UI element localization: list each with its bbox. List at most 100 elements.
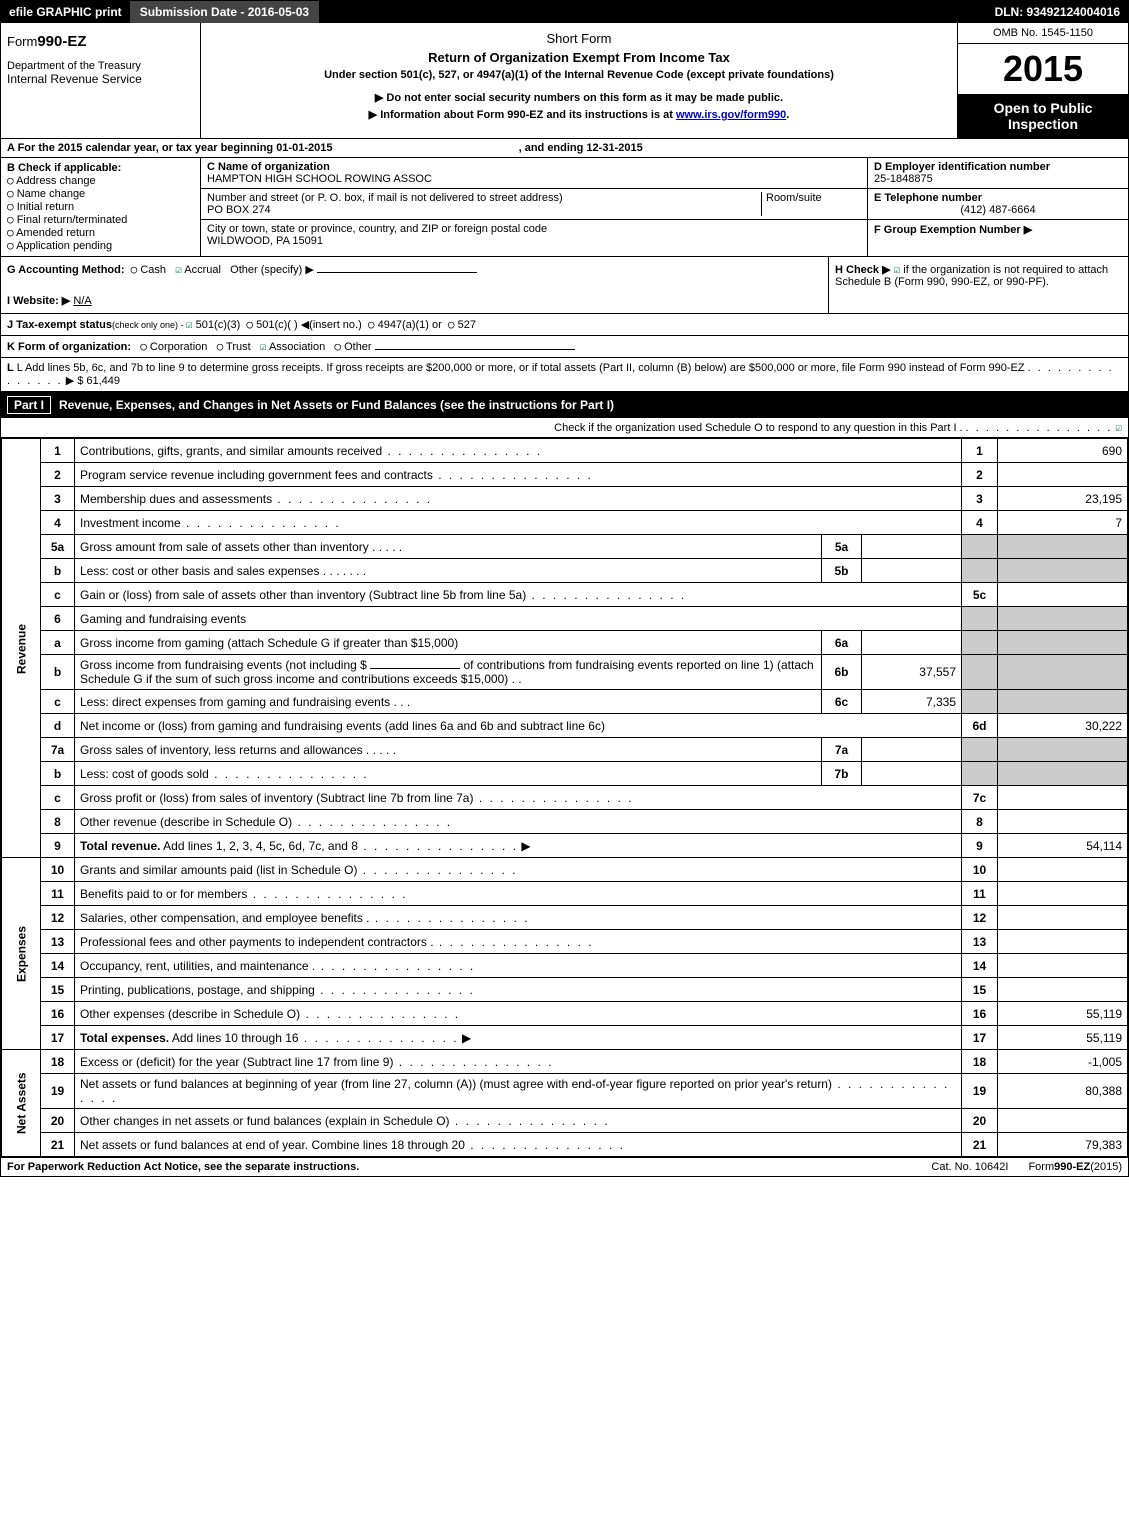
table-row: c Gain or (loss) from sale of assets oth… bbox=[2, 583, 1128, 607]
g-label: G Accounting Method: bbox=[7, 264, 125, 276]
e-tel-label: E Telephone number bbox=[874, 192, 982, 204]
c-city-label: City or town, state or province, country… bbox=[207, 223, 547, 235]
val-5a bbox=[862, 535, 962, 559]
line-i: I Website: ▶ N/A bbox=[7, 294, 822, 307]
col-def: D Employer identification number 25-1848… bbox=[868, 158, 1128, 256]
table-row: 7a Gross sales of inventory, less return… bbox=[2, 738, 1128, 762]
topbar-spacer bbox=[319, 1, 986, 23]
open-to-public: Open to Public Inspection bbox=[958, 94, 1128, 138]
val-14 bbox=[998, 954, 1128, 978]
footer-catno: Cat. No. 10642I bbox=[911, 1161, 1028, 1173]
f-group-label: F Group Exemption Number ▶ bbox=[874, 224, 1032, 236]
val-3: 23,195 bbox=[998, 487, 1128, 511]
line-j: J Tax-exempt status(check only one) - ☑ … bbox=[1, 314, 1128, 336]
form990-link[interactable]: www.irs.gov/form990 bbox=[676, 109, 786, 121]
table-row: 5a Gross amount from sale of assets othe… bbox=[2, 535, 1128, 559]
6b-blank[interactable] bbox=[370, 668, 460, 669]
section-bcdef: B Check if applicable: ○ Address change … bbox=[1, 158, 1128, 257]
chk-amended-return[interactable]: ○ Amended return bbox=[7, 226, 194, 239]
table-row: 3 Membership dues and assessments 3 23,1… bbox=[2, 487, 1128, 511]
table-row: c Less: direct expenses from gaming and … bbox=[2, 690, 1128, 714]
line-a: A For the 2015 calendar year, or tax yea… bbox=[1, 139, 1128, 158]
val-8 bbox=[998, 810, 1128, 834]
val-16: 55,119 bbox=[998, 1002, 1128, 1026]
top-bar: efile GRAPHIC print Submission Date - 20… bbox=[1, 1, 1128, 23]
table-row: 14 Occupancy, rent, utilities, and maint… bbox=[2, 954, 1128, 978]
dept-treasury: Department of the Treasury bbox=[7, 60, 194, 72]
section-ghi: G Accounting Method: ○ Cash ☑ Accrual Ot… bbox=[1, 257, 1128, 314]
lines-table: Revenue 1 Contributions, gifts, grants, … bbox=[1, 438, 1128, 1157]
d-ein: D Employer identification number 25-1848… bbox=[868, 158, 1128, 189]
table-row: 13 Professional fees and other payments … bbox=[2, 930, 1128, 954]
h-prefix: H Check ▶ bbox=[835, 264, 894, 276]
open-label: Open to Public bbox=[994, 100, 1093, 116]
line-k: K Form of organization: ○ Corporation ○ … bbox=[1, 336, 1128, 358]
website-value: N/A bbox=[73, 295, 91, 307]
efile-print-label[interactable]: efile GRAPHIC print bbox=[1, 1, 130, 23]
table-row: b Gross income from fundraising events (… bbox=[2, 655, 1128, 690]
d-ein-label: D Employer identification number bbox=[874, 161, 1050, 173]
chk-h[interactable]: ☑ bbox=[894, 263, 901, 276]
val-19: 80,388 bbox=[998, 1074, 1128, 1109]
table-row: d Net income or (loss) from gaming and f… bbox=[2, 714, 1128, 738]
chk-501c[interactable]: ○ bbox=[246, 318, 253, 331]
val-18: -1,005 bbox=[998, 1050, 1128, 1074]
page-footer: For Paperwork Reduction Act Notice, see … bbox=[1, 1157, 1128, 1176]
chk-accrual[interactable]: ☑ bbox=[175, 263, 182, 276]
e-tel: E Telephone number (412) 487-6664 bbox=[868, 189, 1128, 220]
table-row: 17 Total expenses. Add lines 10 through … bbox=[2, 1026, 1128, 1050]
val-17: 55,119 bbox=[998, 1026, 1128, 1050]
ein-value: 25-1848875 bbox=[874, 173, 933, 185]
part-i-check-text: Check if the organization used Schedule … bbox=[554, 422, 962, 434]
chk-name-change[interactable]: ○ Name change bbox=[7, 187, 194, 200]
val-10 bbox=[998, 858, 1128, 882]
side-revenue: Revenue bbox=[2, 439, 41, 858]
chk-assoc[interactable]: ☑ bbox=[260, 340, 267, 353]
part-i-title: Revenue, Expenses, and Changes in Net As… bbox=[59, 398, 614, 412]
tel-value: (412) 487-6664 bbox=[874, 204, 1122, 216]
under-section: Under section 501(c), 527, or 4947(a)(1)… bbox=[207, 67, 951, 83]
chk-final-return[interactable]: ○ Final return/terminated bbox=[7, 213, 194, 226]
org-name: HAMPTON HIGH SCHOOL ROWING ASSOC bbox=[207, 173, 432, 185]
line-l: L L Add lines 5b, 6c, and 7b to line 9 t… bbox=[1, 358, 1128, 392]
col-c: C Name of organization HAMPTON HIGH SCHO… bbox=[201, 158, 868, 256]
table-row: 15 Printing, publications, postage, and … bbox=[2, 978, 1128, 1002]
chk-schedule-o[interactable]: ☑ bbox=[1115, 421, 1122, 434]
table-row: 8 Other revenue (describe in Schedule O)… bbox=[2, 810, 1128, 834]
val-9: 54,114 bbox=[998, 834, 1128, 858]
form-number-val: 990-EZ bbox=[37, 33, 86, 50]
c-name-cell: C Name of organization HAMPTON HIGH SCHO… bbox=[201, 158, 867, 189]
chk-application-pending[interactable]: ○ Application pending bbox=[7, 239, 194, 252]
table-row: 6 Gaming and fundraising events bbox=[2, 607, 1128, 631]
table-row: Expenses 10 Grants and similar amounts p… bbox=[2, 858, 1128, 882]
chk-cash[interactable]: ○ bbox=[131, 263, 138, 276]
chk-501c3[interactable]: ☑ bbox=[186, 318, 193, 331]
chk-other[interactable]: ○ bbox=[334, 340, 341, 353]
k-other-blank[interactable] bbox=[375, 349, 575, 350]
city-value: WILDWOOD, PA 15091 bbox=[207, 235, 323, 247]
val-2 bbox=[998, 463, 1128, 487]
val-7c bbox=[998, 786, 1128, 810]
part-i-header: Part I Revenue, Expenses, and Changes in… bbox=[1, 392, 1128, 418]
line-a-start: A For the 2015 calendar year, or tax yea… bbox=[7, 142, 332, 154]
chk-527[interactable]: ○ bbox=[448, 318, 455, 331]
j-label: J Tax-exempt status bbox=[7, 319, 112, 331]
chk-initial-return[interactable]: ○ Initial return bbox=[7, 200, 194, 213]
g-other-blank[interactable] bbox=[317, 272, 477, 273]
chk-trust[interactable]: ○ bbox=[217, 340, 224, 353]
chk-address-change[interactable]: ○ Address change bbox=[7, 174, 194, 187]
tax-year: 2015 bbox=[958, 44, 1128, 94]
val-6c: 7,335 bbox=[862, 690, 962, 714]
c-street-label: Number and street (or P. O. box, if mail… bbox=[207, 192, 563, 204]
chk-4947[interactable]: ○ bbox=[368, 318, 375, 331]
footer-left: For Paperwork Reduction Act Notice, see … bbox=[7, 1161, 911, 1173]
c-city-cell: City or town, state or province, country… bbox=[201, 220, 867, 250]
val-6b: 37,557 bbox=[862, 655, 962, 690]
omb-number: OMB No. 1545-1150 bbox=[958, 23, 1128, 44]
form-page: efile GRAPHIC print Submission Date - 20… bbox=[0, 0, 1129, 1177]
chk-corp[interactable]: ○ bbox=[140, 340, 147, 353]
k-label: K Form of organization: bbox=[7, 341, 131, 353]
header-mid: Short Form Return of Organization Exempt… bbox=[201, 23, 958, 138]
info-prefix: ▶ Information about Form 990-EZ and its … bbox=[369, 109, 676, 121]
inspection-label: Inspection bbox=[1008, 116, 1078, 132]
